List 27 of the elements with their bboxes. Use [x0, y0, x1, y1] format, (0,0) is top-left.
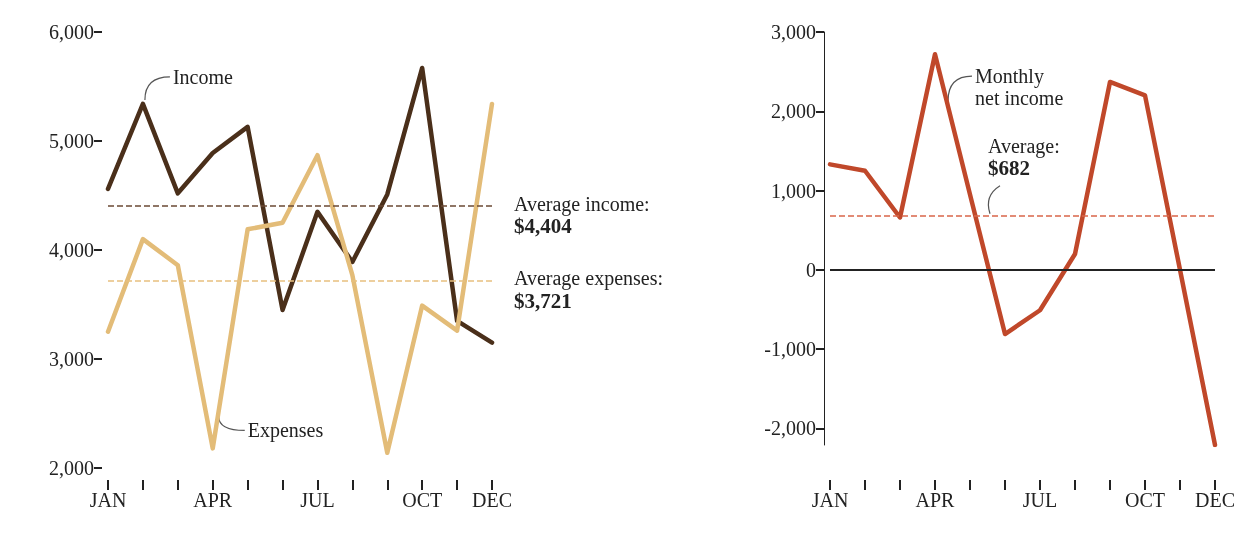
ref-line-label: Average: $682 [988, 134, 1060, 181]
x-tick-label: OCT [402, 489, 443, 511]
x-tick-label: APR [193, 489, 233, 511]
y-tick-label: 3,000 [49, 348, 94, 370]
y-tick-label: 1,000 [771, 179, 816, 202]
x-tick-label: DEC [1195, 489, 1235, 511]
ref-line-label: Average income: $4,404 [514, 192, 650, 239]
y-tick-label: 2,000 [771, 100, 816, 123]
y-tick-label: 0 [806, 258, 816, 281]
series-label: Income [172, 65, 233, 88]
y-tick-label: 2,000 [49, 457, 94, 479]
series-label: Expenses [247, 419, 324, 443]
y-tick-label: -2,000 [764, 417, 816, 440]
x-tick-label: JUL [1022, 489, 1058, 511]
x-tick-label: OCT [1125, 489, 1165, 511]
y-tick-label: 6,000 [49, 21, 94, 43]
y-tick-label: 3,000 [771, 21, 816, 43]
y-tick-label: -1,000 [764, 338, 816, 361]
x-tick-label: JAN [811, 489, 849, 511]
y-tick-label: 4,000 [49, 239, 94, 261]
x-tick-label: JUL [300, 489, 335, 511]
y-tick-label: 5,000 [49, 130, 94, 152]
x-tick-label: DEC [472, 489, 512, 511]
series-label: Monthly net income [975, 65, 1064, 110]
ref-line-label: Average expenses: $3,721 [514, 267, 664, 313]
x-tick-label: JAN [89, 489, 127, 511]
x-tick-label: APR [915, 489, 956, 511]
